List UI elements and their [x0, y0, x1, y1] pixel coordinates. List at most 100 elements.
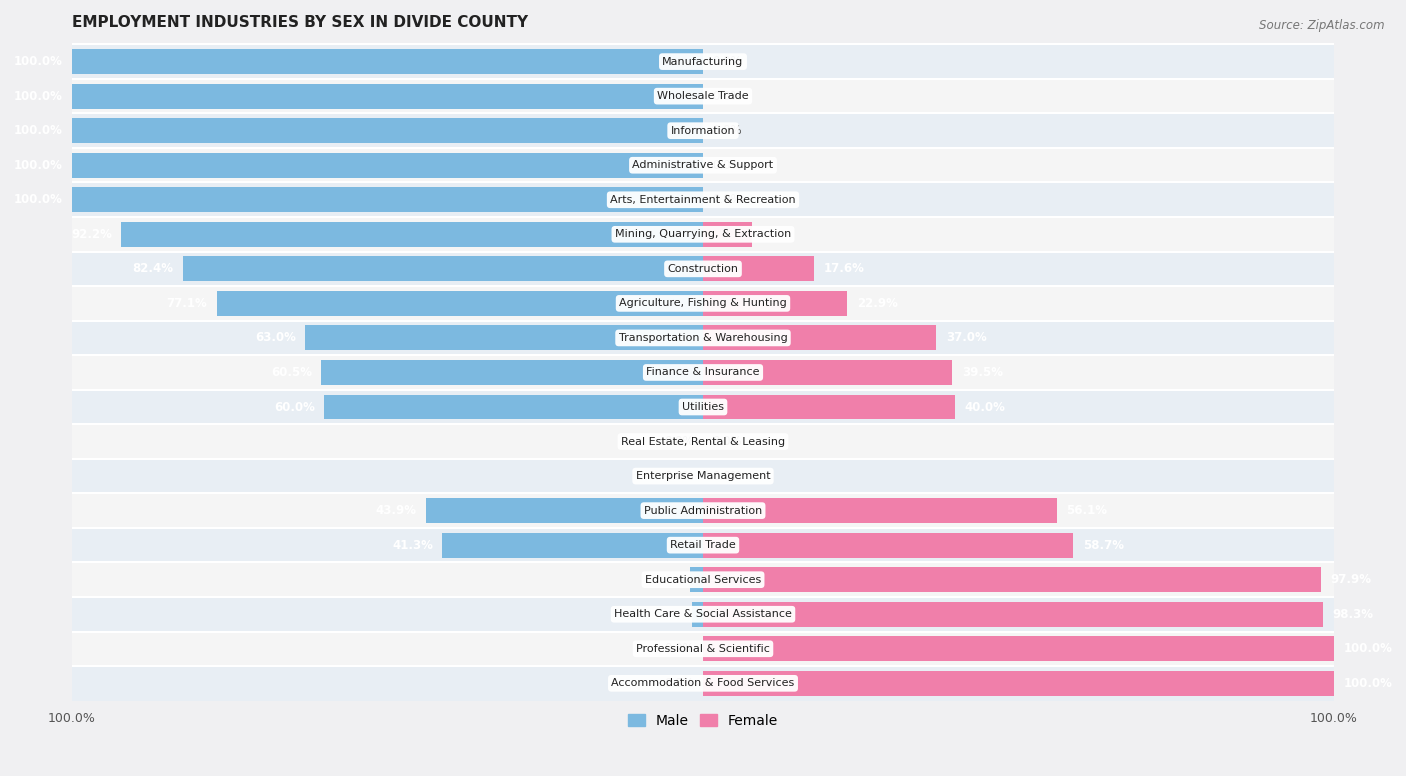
Bar	[426, 498, 703, 523]
Text: 0.0%: 0.0%	[713, 55, 742, 68]
Text: 100.0%: 100.0%	[1343, 643, 1392, 655]
Bar	[72, 597, 1334, 632]
Text: Mining, Quarrying, & Extraction: Mining, Quarrying, & Extraction	[614, 230, 792, 239]
Text: Enterprise Management: Enterprise Management	[636, 471, 770, 481]
Text: 0.0%: 0.0%	[713, 193, 742, 206]
Text: 7.8%: 7.8%	[762, 228, 794, 241]
Text: 2.1%: 2.1%	[648, 573, 681, 586]
Bar	[703, 671, 1334, 696]
Text: 58.7%: 58.7%	[1083, 539, 1123, 552]
Text: Arts, Entertainment & Recreation: Arts, Entertainment & Recreation	[610, 195, 796, 205]
Text: 0.0%: 0.0%	[713, 90, 742, 102]
Text: 98.3%: 98.3%	[1333, 608, 1374, 621]
Text: 100.0%: 100.0%	[14, 193, 63, 206]
Text: Utilities: Utilities	[682, 402, 724, 412]
Text: 100.0%: 100.0%	[14, 55, 63, 68]
Text: 0.0%: 0.0%	[664, 643, 693, 655]
Legend: Male, Female: Male, Female	[623, 708, 783, 733]
Text: Transportation & Warehousing: Transportation & Warehousing	[619, 333, 787, 343]
Bar	[72, 251, 1334, 286]
Text: EMPLOYMENT INDUSTRIES BY SEX IN DIVIDE COUNTY: EMPLOYMENT INDUSTRIES BY SEX IN DIVIDE C…	[72, 15, 529, 30]
Bar	[72, 632, 1334, 666]
Text: 41.3%: 41.3%	[392, 539, 433, 552]
Text: 0.0%: 0.0%	[664, 469, 693, 483]
Bar	[72, 320, 1334, 355]
Bar	[72, 113, 1334, 148]
Text: 77.1%: 77.1%	[166, 297, 207, 310]
Text: Information: Information	[671, 126, 735, 136]
Bar	[72, 286, 1334, 320]
Text: 22.9%: 22.9%	[856, 297, 898, 310]
Bar	[217, 291, 703, 316]
Text: 0.0%: 0.0%	[664, 435, 693, 448]
Text: 100.0%: 100.0%	[14, 159, 63, 171]
Text: 60.0%: 60.0%	[274, 400, 315, 414]
Bar	[72, 494, 1334, 528]
Bar	[72, 79, 1334, 113]
Text: Educational Services: Educational Services	[645, 575, 761, 584]
Bar	[325, 394, 703, 420]
Text: Administrative & Support: Administrative & Support	[633, 160, 773, 170]
Text: Agriculture, Fishing & Hunting: Agriculture, Fishing & Hunting	[619, 299, 787, 308]
Text: 40.0%: 40.0%	[965, 400, 1005, 414]
Text: Real Estate, Rental & Leasing: Real Estate, Rental & Leasing	[621, 437, 785, 446]
Bar	[183, 256, 703, 281]
Text: Public Administration: Public Administration	[644, 506, 762, 515]
Text: 39.5%: 39.5%	[962, 366, 1002, 379]
Bar	[72, 49, 703, 74]
Bar	[72, 44, 1334, 79]
Bar	[703, 394, 956, 420]
Bar	[72, 118, 703, 143]
Bar	[703, 498, 1057, 523]
Text: 97.9%: 97.9%	[1330, 573, 1371, 586]
Bar	[703, 291, 848, 316]
Text: Accommodation & Food Services: Accommodation & Food Services	[612, 678, 794, 688]
Bar	[703, 360, 952, 385]
Bar	[72, 528, 1334, 563]
Text: 0.0%: 0.0%	[713, 435, 742, 448]
Bar	[72, 459, 1334, 494]
Text: 0.0%: 0.0%	[713, 124, 742, 137]
Bar	[703, 636, 1334, 661]
Bar	[703, 567, 1320, 592]
Bar	[72, 666, 1334, 701]
Text: 0.0%: 0.0%	[713, 469, 742, 483]
Text: Source: ZipAtlas.com: Source: ZipAtlas.com	[1260, 19, 1385, 33]
Bar	[72, 355, 1334, 390]
Bar	[703, 533, 1073, 558]
Text: 100.0%: 100.0%	[14, 90, 63, 102]
Bar	[121, 222, 703, 247]
Bar	[703, 222, 752, 247]
Text: 37.0%: 37.0%	[946, 331, 987, 345]
Bar	[703, 325, 936, 350]
Bar	[703, 602, 1323, 627]
Text: 100.0%: 100.0%	[14, 124, 63, 137]
Bar	[72, 563, 1334, 597]
Text: Health Care & Social Assistance: Health Care & Social Assistance	[614, 609, 792, 619]
Bar	[703, 256, 814, 281]
Text: 100.0%: 100.0%	[1343, 677, 1392, 690]
Text: 43.9%: 43.9%	[375, 504, 416, 517]
Bar	[72, 84, 703, 109]
Bar	[690, 567, 703, 592]
Text: Professional & Scientific: Professional & Scientific	[636, 644, 770, 653]
Text: 60.5%: 60.5%	[271, 366, 312, 379]
Bar	[72, 187, 703, 212]
Bar	[72, 217, 1334, 251]
Text: 63.0%: 63.0%	[254, 331, 297, 345]
Text: Construction: Construction	[668, 264, 738, 274]
Bar	[443, 533, 703, 558]
Text: 0.0%: 0.0%	[664, 677, 693, 690]
Text: 1.7%: 1.7%	[650, 608, 683, 621]
Text: Wholesale Trade: Wholesale Trade	[657, 91, 749, 101]
Bar	[322, 360, 703, 385]
Bar	[72, 424, 1334, 459]
Text: Finance & Insurance: Finance & Insurance	[647, 368, 759, 377]
Bar	[692, 602, 703, 627]
Bar	[72, 148, 1334, 182]
Text: 92.2%: 92.2%	[70, 228, 112, 241]
Bar	[72, 390, 1334, 424]
Bar	[72, 182, 1334, 217]
Text: 56.1%: 56.1%	[1066, 504, 1108, 517]
Text: 0.0%: 0.0%	[713, 159, 742, 171]
